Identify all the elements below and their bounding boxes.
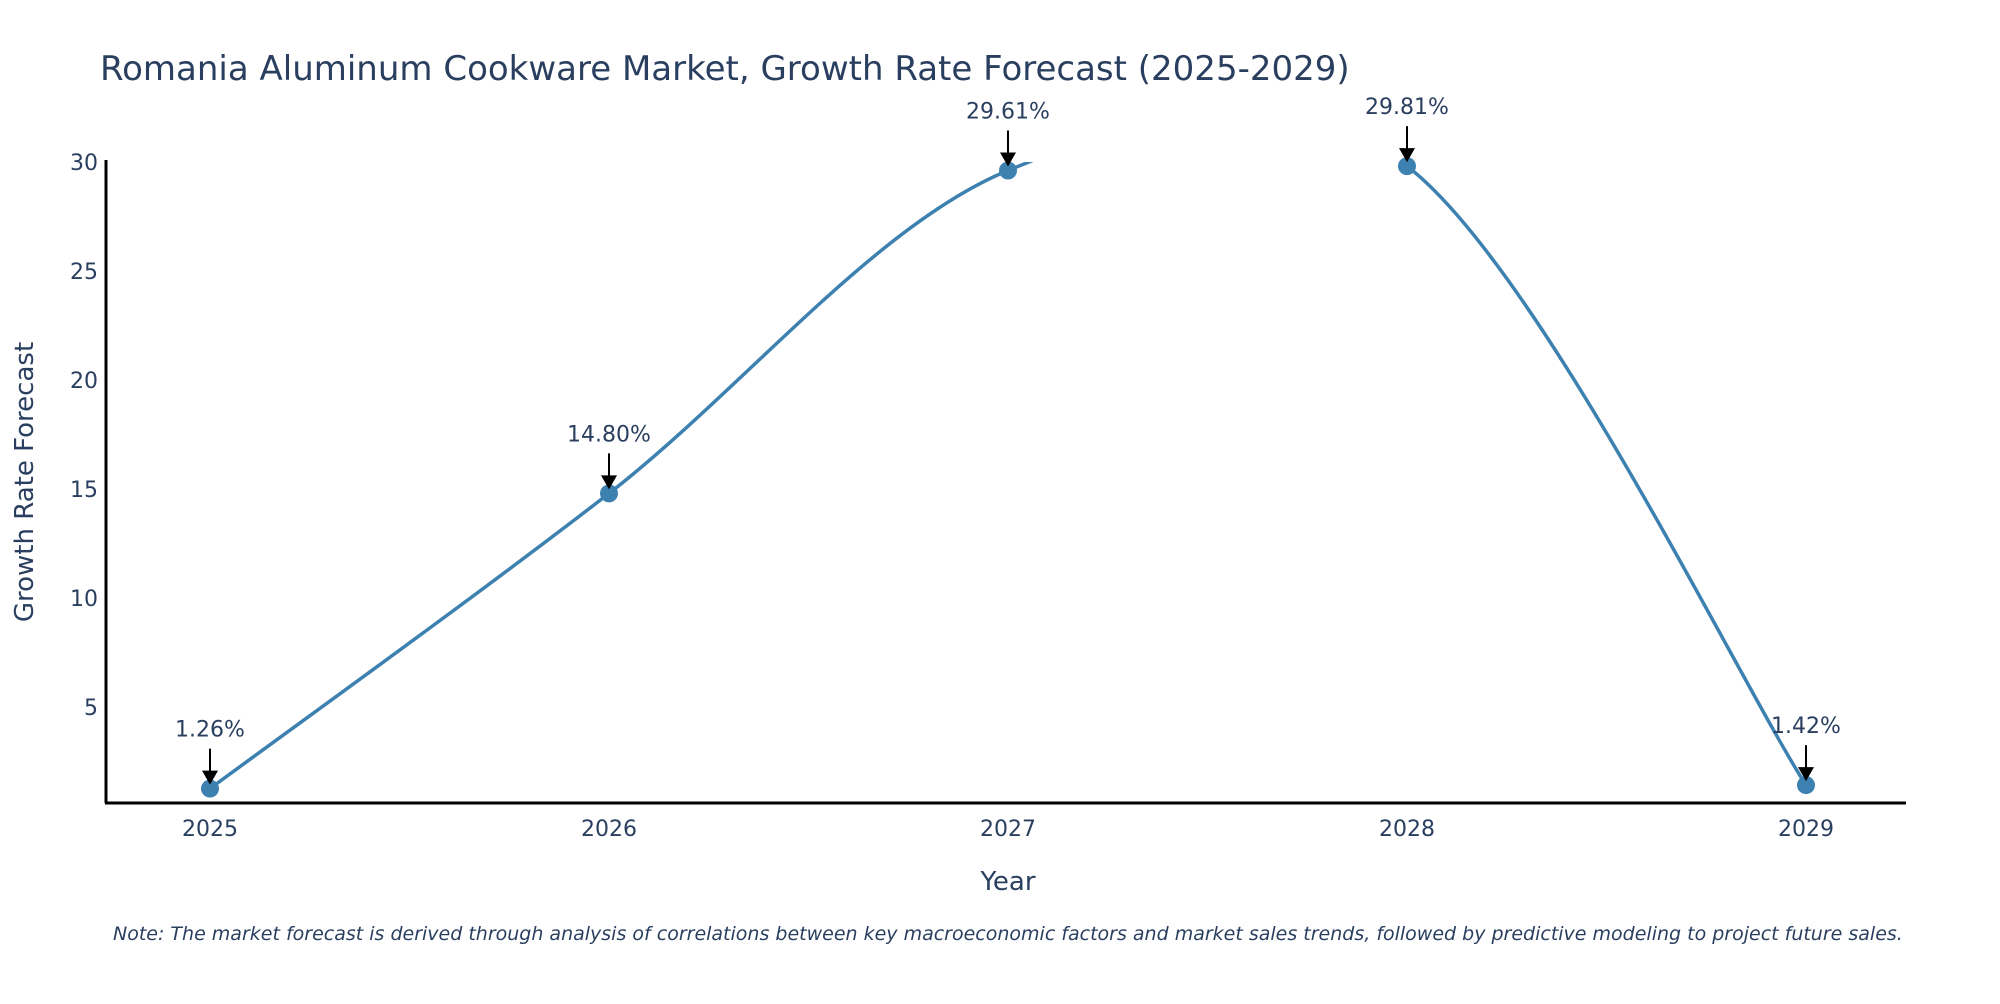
- annotation-arrow-head: [1798, 767, 1814, 782]
- chart-title: Romania Aluminum Cookware Market, Growth…: [100, 49, 1350, 89]
- data-label-2028: 29.81%: [1365, 95, 1449, 120]
- y-tick-label: 5: [84, 696, 98, 721]
- x-tick-label: 2025: [182, 817, 238, 842]
- data-point-2027: [999, 161, 1017, 180]
- data-label-2029: 1.42%: [1771, 714, 1841, 739]
- y-axis-ticks: 5 10 15 20 25 30: [70, 151, 98, 721]
- data-annotations: 1.26% 14.80% 29.61% 29.81% 1.42%: [175, 95, 1841, 785]
- y-tick-label: 25: [70, 260, 98, 285]
- annotation-arrow-head: [601, 475, 617, 490]
- annotation-arrow-head: [1399, 148, 1415, 163]
- y-axis-title: Growth Rate Forecast: [10, 342, 40, 622]
- y-tick-label: 20: [70, 369, 98, 394]
- data-point-2028: [1398, 157, 1416, 176]
- x-tick-label: 2029: [1778, 817, 1834, 842]
- x-axis-title: Year: [979, 867, 1035, 897]
- footnote: Note: The market forecast is derived thr…: [113, 923, 1903, 945]
- annotation-arrow-head: [202, 770, 218, 785]
- x-tick-label: 2027: [980, 817, 1036, 842]
- y-tick-label: 10: [70, 587, 98, 612]
- y-tick-label: 15: [70, 478, 98, 503]
- data-point-2029: [1797, 776, 1815, 795]
- data-point-2026: [600, 484, 618, 503]
- x-tick-label: 2026: [581, 817, 637, 842]
- x-tick-label: 2028: [1379, 817, 1435, 842]
- data-points: [201, 157, 1815, 798]
- annotation-arrow-head: [1000, 152, 1016, 167]
- data-label-2027: 29.61%: [966, 100, 1050, 125]
- data-label-2025: 1.26%: [175, 718, 245, 743]
- data-point-2025: [201, 779, 219, 798]
- data-label-2026: 14.80%: [567, 422, 651, 447]
- x-axis-ticks: 2025 2026 2027 2028 2029: [182, 817, 1834, 842]
- y-tick-label: 30: [70, 151, 98, 176]
- growth-rate-line: [208, 162, 1808, 791]
